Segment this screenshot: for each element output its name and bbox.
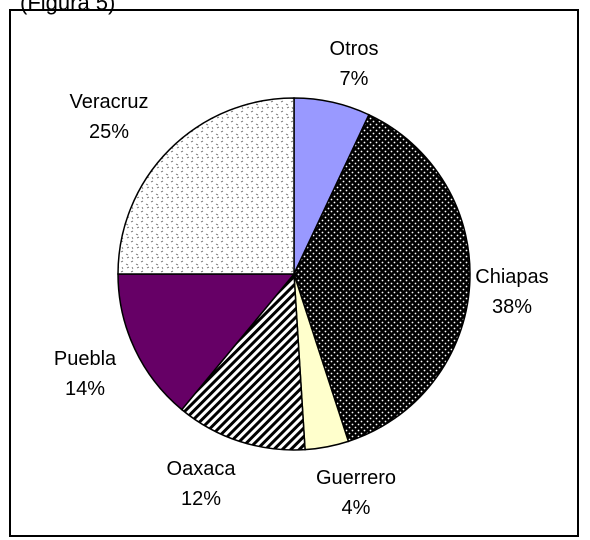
plot-frame (9, 9, 579, 537)
slice-label-oaxaca: Oaxaca (167, 458, 237, 480)
slice-label-guerrero: Guerrero (316, 467, 396, 489)
caption-fragment: (Figura 5) (20, 0, 116, 15)
slice-label-puebla: Puebla (54, 348, 117, 370)
pie-slice-puebla (117, 273, 296, 411)
slice-label-otros: Otros (330, 38, 379, 60)
pie-labels: Otros 7% Chiapas 38% Guerrero 4% Oaxaca 12% Pueb… (54, 38, 549, 519)
slice-percent-otros: 7% (340, 68, 369, 90)
pie-slice-oaxaca (180, 272, 306, 451)
slice-percent-guerrero: 4% (342, 497, 371, 519)
pie-slice-veracruz (117, 97, 295, 275)
slice-percent-chiapas: 38% (492, 296, 532, 318)
slice-percent-veracruz: 25% (89, 121, 129, 143)
slice-label-veracruz: Veracruz (70, 91, 149, 113)
slice-percent-oaxaca: 12% (181, 488, 221, 510)
slice-percent-puebla: 14% (65, 378, 105, 400)
pie-slices (117, 97, 471, 451)
pie-slice-chiapas (293, 113, 471, 443)
slice-label-chiapas: Chiapas (475, 266, 548, 288)
